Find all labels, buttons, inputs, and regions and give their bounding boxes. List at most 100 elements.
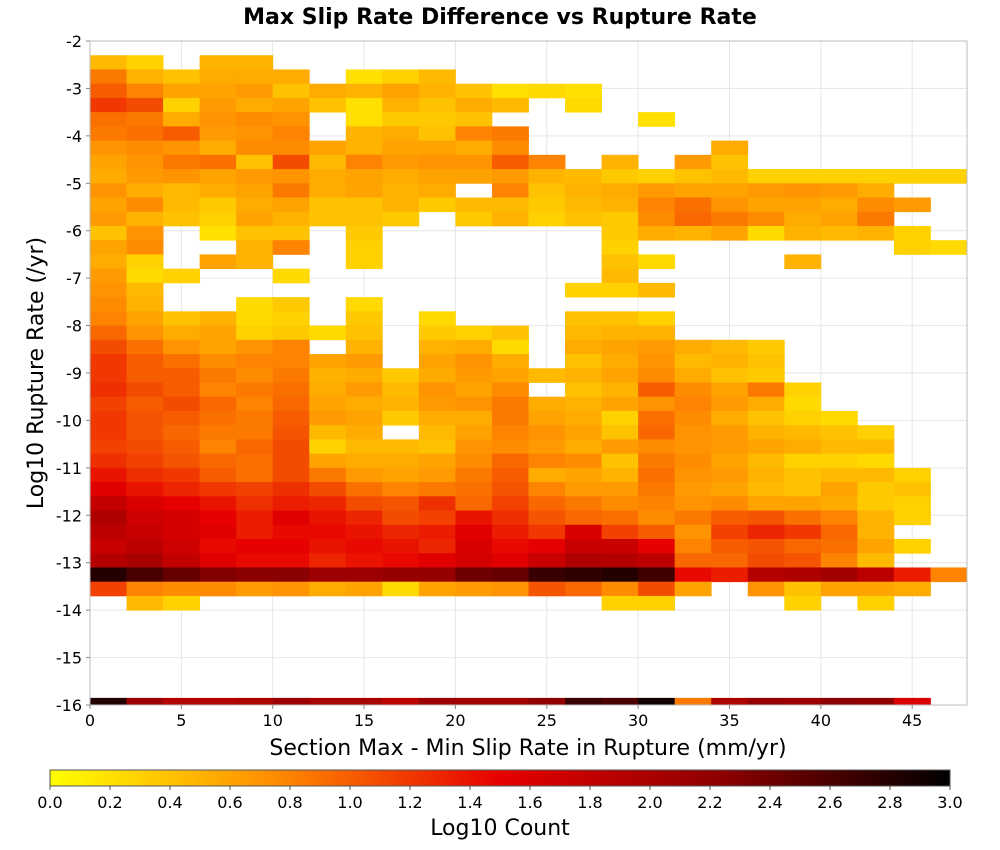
- heatmap-cell: [857, 524, 895, 540]
- heatmap-cell: [711, 496, 749, 511]
- heatmap-cell: [272, 368, 310, 383]
- heatmap-cell: [90, 410, 127, 426]
- heatmap-cell: [236, 83, 274, 99]
- heatmap-cell: [601, 553, 639, 568]
- y-tick-label: -6: [66, 222, 82, 241]
- heatmap-cell: [820, 482, 858, 497]
- colorbar-label: Log10 Count: [430, 816, 570, 841]
- heatmap-cell: [638, 553, 676, 568]
- heatmap-cell: [601, 581, 639, 597]
- x-tick-label: 25: [537, 711, 557, 730]
- heatmap-cell: [747, 197, 785, 213]
- heatmap-cell: [199, 83, 237, 99]
- heatmap-cell: [820, 524, 858, 540]
- heatmap-cell: [345, 211, 383, 227]
- heatmap-cell: [601, 183, 639, 198]
- heatmap-cell: [601, 482, 639, 497]
- heatmap-cell: [236, 697, 274, 706]
- heatmap-cell: [199, 55, 237, 70]
- heatmap-cell: [382, 510, 420, 526]
- heatmap-cell: [90, 211, 127, 227]
- heatmap-cell: [126, 496, 164, 511]
- heatmap-cell: [711, 410, 749, 426]
- x-tick-label: 10: [263, 711, 283, 730]
- heatmap-cell: [565, 282, 602, 298]
- heatmap-cell: [90, 425, 127, 440]
- heatmap-cell: [199, 439, 237, 455]
- heatmap-cell: [893, 510, 931, 526]
- colorbar-tick-label: 1.4: [457, 793, 482, 812]
- heatmap-cell: [382, 467, 420, 483]
- heatmap-cell: [309, 140, 347, 156]
- heatmap-cell: [565, 339, 602, 355]
- heatmap-cell: [418, 197, 456, 213]
- heatmap-cell: [784, 254, 822, 270]
- heatmap-cell: [455, 524, 493, 540]
- y-tick-label: -11: [56, 459, 82, 478]
- heatmap-cell: [236, 126, 274, 141]
- heatmap-cell: [199, 197, 237, 213]
- heatmap-cell: [784, 183, 822, 198]
- heatmap-cell: [126, 140, 164, 156]
- heatmap-cell: [309, 83, 347, 99]
- heatmap-cell: [491, 382, 529, 398]
- heatmap-cell: [455, 439, 493, 455]
- heatmap-cell: [565, 382, 602, 398]
- heatmap-cell: [528, 83, 566, 99]
- heatmap-cell: [236, 354, 274, 369]
- heatmap-cell: [747, 524, 785, 540]
- heatmap-cell: [601, 225, 639, 241]
- heatmap-cell: [638, 339, 676, 355]
- heatmap-cell: [711, 368, 749, 383]
- heatmap-cell: [455, 539, 493, 554]
- heatmap-cell: [638, 467, 676, 483]
- heatmap-cell: [674, 382, 712, 398]
- heatmap-cell: [674, 496, 712, 511]
- heatmap-cell: [199, 112, 237, 127]
- heatmap-cell: [345, 154, 383, 170]
- heatmap-cell: [491, 453, 529, 469]
- heatmap-cell: [345, 382, 383, 398]
- heatmap-cell: [345, 240, 383, 255]
- heatmap-cell: [601, 311, 639, 326]
- heatmap-cell: [674, 439, 712, 455]
- heatmap-cell: [90, 240, 127, 255]
- heatmap-cell: [163, 69, 201, 85]
- heatmap-cell: [491, 425, 529, 440]
- heatmap-cell: [638, 697, 676, 706]
- heatmap-cell: [455, 339, 493, 355]
- heatmap-cell: [163, 154, 201, 170]
- heatmap-cell: [90, 581, 127, 597]
- heatmap-cell: [272, 339, 310, 355]
- heatmap-cell: [747, 396, 785, 412]
- heatmap-cell: [747, 453, 785, 469]
- heatmap-cell: [674, 482, 712, 497]
- heatmap-cell: [345, 553, 383, 568]
- heatmap-cell: [784, 425, 822, 440]
- heatmap-cell: [747, 496, 785, 511]
- heatmap-cell: [820, 410, 858, 426]
- heatmap-cell: [565, 439, 602, 455]
- heatmap-cell: [163, 97, 201, 113]
- heatmap-cell: [638, 254, 676, 270]
- heatmap-cell: [638, 453, 676, 469]
- heatmap-cell: [601, 697, 639, 706]
- heatmap-cell: [747, 482, 785, 497]
- heatmap-cell: [893, 697, 931, 706]
- heatmap-cell: [418, 169, 456, 184]
- y-tick-label: -12: [56, 506, 82, 525]
- heatmap-cell: [90, 482, 127, 497]
- heatmap-cell: [126, 197, 164, 213]
- heatmap-cell: [601, 240, 639, 255]
- heatmap-cell: [272, 425, 310, 440]
- heatmap-cell: [163, 510, 201, 526]
- heatmap-cell: [382, 382, 420, 398]
- heatmap-cell: [638, 382, 676, 398]
- heatmap-cell: [126, 339, 164, 355]
- heatmap-cell: [491, 482, 529, 497]
- heatmap-cell: [382, 581, 420, 597]
- heatmap-cell: [565, 496, 602, 511]
- heatmap-cell: [455, 154, 493, 170]
- heatmap-cell: [163, 382, 201, 398]
- heatmap-cell: [455, 553, 493, 568]
